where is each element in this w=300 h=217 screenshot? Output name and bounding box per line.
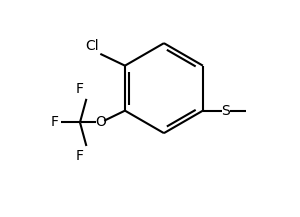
Text: F: F bbox=[51, 115, 58, 129]
Text: F: F bbox=[75, 82, 83, 96]
Text: S: S bbox=[221, 104, 230, 118]
Text: Cl: Cl bbox=[85, 39, 99, 53]
Text: O: O bbox=[95, 115, 106, 129]
Text: F: F bbox=[75, 149, 83, 163]
